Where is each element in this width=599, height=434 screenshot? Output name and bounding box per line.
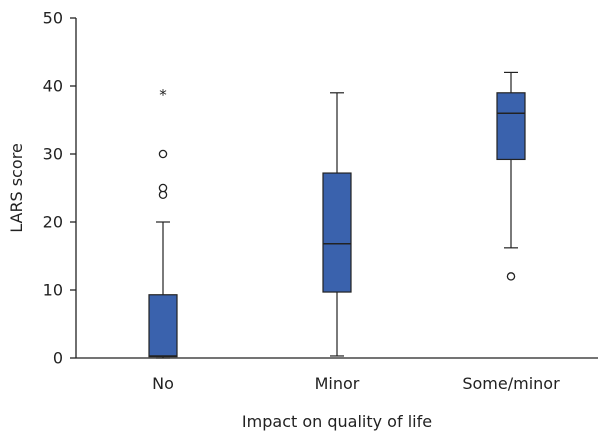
y-tick-label: 0	[53, 349, 63, 368]
y-tick-label: 40	[43, 77, 63, 96]
x-axis-title: Impact on quality of life	[242, 412, 432, 431]
y-tick-label: 10	[43, 281, 63, 300]
iqr-box	[322, 172, 352, 293]
iqr-box	[148, 294, 178, 358]
box-group	[322, 92, 352, 357]
outlier-point	[158, 183, 168, 193]
extreme-outlier-marker: *	[159, 86, 167, 104]
x-axis-tick-labels: No Minor Some/minor	[152, 374, 560, 393]
y-tick-label: 30	[43, 145, 63, 164]
outlier-point	[158, 190, 168, 200]
y-tick-label: 50	[43, 9, 63, 28]
box-group: *	[148, 86, 178, 359]
x-tick-label: Some/minor	[462, 374, 560, 393]
outlier-point	[158, 149, 168, 159]
iqr-box	[496, 92, 526, 161]
box-group	[496, 71, 526, 281]
plot-area: 0 10 20 30 40 50 * No Minor Some/minor	[43, 9, 598, 393]
y-axis-ticks: 0 10 20 30 40 50	[43, 9, 76, 368]
x-tick-label: No	[152, 374, 174, 393]
y-tick-label: 20	[43, 213, 63, 232]
y-axis-title: LARS score	[7, 143, 26, 233]
box-series: *	[148, 71, 526, 359]
outlier-point	[506, 272, 516, 281]
x-tick-label: Minor	[315, 374, 360, 393]
